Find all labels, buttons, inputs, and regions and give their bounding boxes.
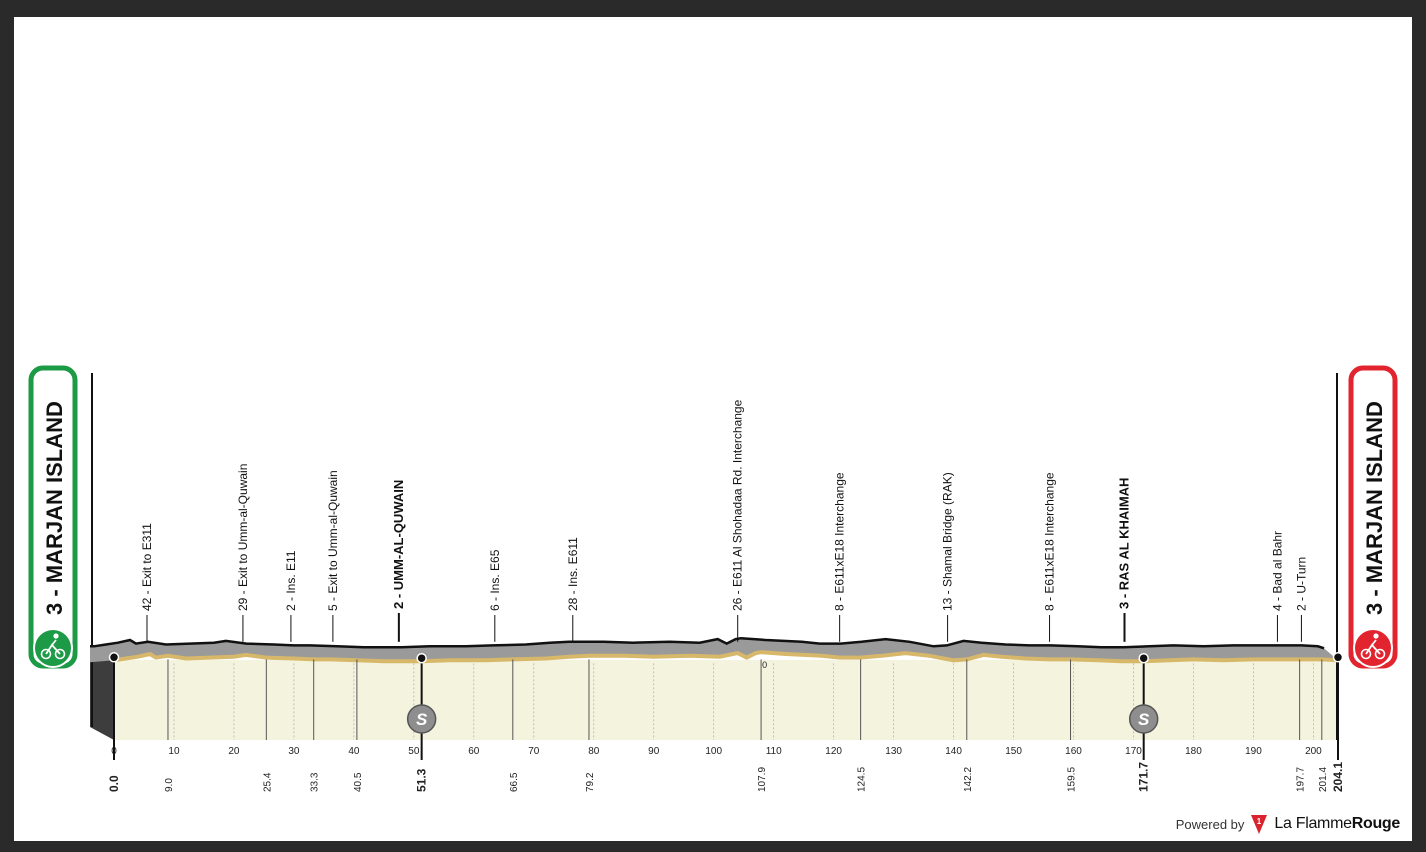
- brand-name-bold: Rouge: [1351, 815, 1401, 832]
- x-tick-label: 60: [468, 746, 480, 757]
- km-marker-label: 9.0: [164, 778, 175, 792]
- km-marker-label: 0.0: [107, 775, 121, 792]
- x-tick-label: 200: [1305, 746, 1322, 757]
- brand-name-light: La Flamme: [1274, 815, 1352, 832]
- km-marker-label: 159.5: [1067, 767, 1078, 792]
- waypoint-label: 6 - Ins. E65: [488, 549, 502, 611]
- key-point-dot: [1332, 652, 1344, 663]
- start-flag-label: 3 - MARJAN ISLAND: [42, 401, 67, 615]
- km-marker-label: 33.3: [310, 772, 321, 792]
- waypoint-label: 8 - E611xE18 Interchange: [833, 472, 847, 611]
- x-tick-label: 20: [228, 746, 240, 757]
- km-marker-label: 107.9: [757, 767, 768, 792]
- km-marker-label: 124.5: [857, 767, 868, 792]
- brand-name: La FlammeRouge: [1274, 815, 1400, 833]
- km-marker-label: 66.5: [509, 772, 520, 792]
- profile-frame: 0 10 20 30 40 50 60 70 80 90 100 110 120 130 140 150 160…: [14, 17, 1412, 841]
- x-tick-label: 180: [1185, 746, 1202, 757]
- svg-text:S: S: [1138, 710, 1150, 729]
- sprint-s-icon: S: [406, 704, 437, 734]
- x-tick-label: 50: [408, 746, 420, 757]
- waypoint-label: 42 - Exit to E311: [140, 523, 154, 611]
- cyclist-finish-icon: [1353, 628, 1393, 668]
- x-tick-label: 110: [766, 746, 782, 757]
- waypoint-label: 2 - Ins. E11: [284, 550, 298, 611]
- x-tick-label: 80: [588, 746, 600, 757]
- x-tick-label: 40: [348, 746, 360, 757]
- cyclist-start-icon: [33, 628, 73, 668]
- x-tick-label: 30: [288, 746, 300, 757]
- stage-profile-chart: 0 10 20 30 40 50 60 70 80 90 100 110 120 130 140 150 160…: [28, 365, 1398, 792]
- profile-surface: [90, 638, 1338, 663]
- powered-by-footer: Powered by 1 La FlammeRouge: [1176, 813, 1400, 835]
- x-tick-label: 70: [528, 746, 540, 757]
- x-tick-label: 140: [945, 746, 962, 757]
- x-tick-label: 160: [1065, 746, 1082, 757]
- waypoint-label: 2 - UMM-AL-QUWAIN: [391, 480, 406, 609]
- km-marker-label: 142.2: [963, 767, 974, 792]
- km-marker-label: 197.7: [1296, 767, 1307, 792]
- waypoint-label: 28 - Ins. E611: [566, 537, 580, 611]
- x-tick-label: 190: [1245, 746, 1262, 757]
- x-tick-label: 120: [825, 746, 842, 757]
- x-tick-label: 150: [1005, 746, 1022, 757]
- waypoint-label: 2 - U-Turn: [1294, 557, 1308, 611]
- x-tick-label: 90: [648, 746, 660, 757]
- waypoint-label: 3 - RAS AL KHAIMAH: [1117, 478, 1132, 609]
- finish-flag: 3 - MARJAN ISLAND: [1348, 365, 1398, 669]
- waypoint-label: 5 - Exit to Umm-al-Quwain: [326, 470, 340, 611]
- km-marker-label: 25.4: [262, 772, 273, 792]
- waypoint-label: 26 - E611 Al Shohadaa Rd. Interchange: [731, 399, 745, 611]
- profile-side-face: [90, 645, 114, 740]
- km-marker-label: 201.4: [1318, 767, 1329, 792]
- waypoint-label: 4 - Bad al Bahr: [1270, 531, 1284, 611]
- powered-by-text: Powered by: [1175, 816, 1245, 832]
- profile-outline: [90, 636, 1325, 650]
- km-marker-label: 171.7: [1137, 762, 1151, 792]
- sprint-s-icon: S: [1128, 704, 1159, 734]
- key-point-dot: [416, 652, 427, 664]
- sea-level-label: 0: [762, 660, 767, 670]
- x-tick-label: 130: [885, 746, 902, 757]
- waypoint-label: 8 - E611xE18 Interchange: [1043, 472, 1057, 611]
- svg-text:S: S: [416, 710, 428, 729]
- x-tick-label: 170: [1125, 746, 1142, 757]
- waypoint-label: 29 - Exit to Umm-al-Quwain: [236, 464, 250, 611]
- km-marker-label: 51.3: [415, 768, 429, 792]
- svg-text:1: 1: [1257, 817, 1262, 826]
- x-tick-label: 10: [168, 746, 180, 757]
- waypoint-label: 13 - Shamal Bridge (RAK): [941, 472, 955, 611]
- key-point-dot: [108, 652, 120, 663]
- flame-logo-icon: 1: [1251, 815, 1268, 834]
- key-point-dot: [1138, 652, 1149, 664]
- finish-flag-label: 3 - MARJAN ISLAND: [1362, 401, 1387, 615]
- elevation-line: [113, 650, 1339, 664]
- x-tick-label: 100: [705, 746, 722, 757]
- km-marker-label: 40.5: [353, 772, 364, 792]
- km-marker-label: 204.1: [1331, 762, 1345, 792]
- start-flag: 3 - MARJAN ISLAND: [28, 365, 78, 669]
- km-marker-label: 79.2: [585, 772, 596, 792]
